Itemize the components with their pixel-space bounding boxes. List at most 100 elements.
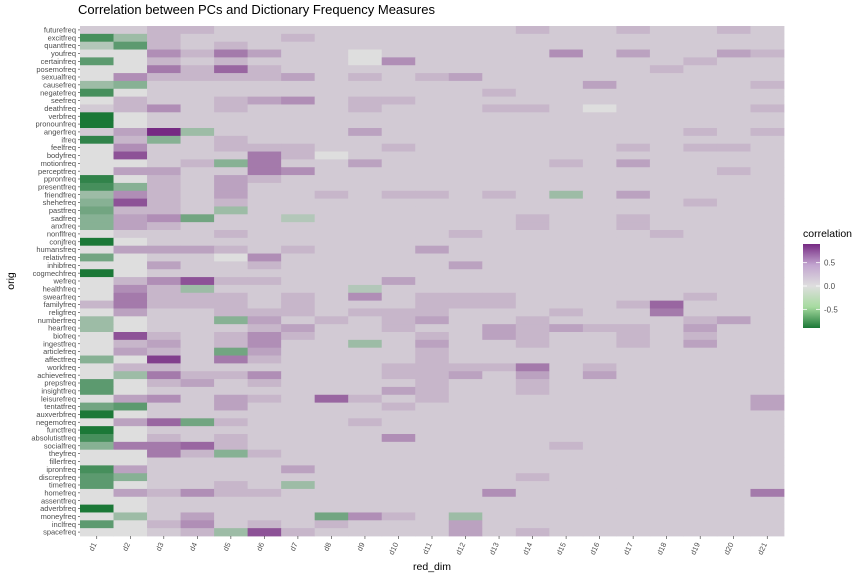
heatmap-cell: [616, 261, 651, 270]
heatmap-cell: [482, 308, 517, 317]
heatmap-cell: [314, 167, 349, 176]
heatmap-cell: [616, 245, 651, 254]
heatmap-cell: [281, 473, 316, 482]
heatmap-cell: [750, 300, 785, 309]
heatmap-cell: [515, 300, 550, 309]
heatmap-cell: [415, 135, 450, 145]
heatmap-cell: [80, 355, 114, 364]
heatmap-cell: [415, 418, 450, 427]
y-tick-label: shehefreq: [43, 198, 76, 207]
heatmap-cell: [482, 394, 517, 404]
heatmap-cell: [582, 449, 617, 458]
heatmap-cell: [314, 371, 349, 380]
heatmap-cell: [683, 26, 718, 35]
heatmap-cell: [348, 49, 383, 58]
heatmap-cell: [616, 363, 651, 372]
heatmap-cell: [281, 481, 316, 490]
heatmap-cell: [147, 253, 181, 262]
heatmap-cell: [348, 457, 383, 466]
heatmap-cell: [214, 88, 249, 98]
heatmap-cell: [113, 230, 148, 239]
heatmap-cell: [515, 386, 550, 396]
heatmap-cell: [214, 261, 249, 270]
heatmap-cell: [649, 324, 684, 333]
heatmap-cell: [415, 57, 450, 66]
heatmap-cell: [616, 182, 651, 192]
heatmap-cell: [381, 465, 416, 474]
heatmap-cell: [649, 308, 684, 317]
heatmap-cell: [750, 277, 785, 286]
heatmap-cell: [348, 206, 383, 215]
heatmap-cell: [415, 394, 450, 404]
heatmap-cell: [214, 308, 249, 317]
heatmap-cell: [348, 26, 383, 35]
heatmap-cell: [247, 426, 282, 435]
heatmap-cell: [314, 128, 349, 137]
heatmap-cell: [348, 496, 383, 506]
heatmap-cell: [649, 175, 684, 184]
heatmap-cell: [415, 488, 450, 498]
heatmap-cell: [381, 73, 416, 82]
heatmap-cell: [515, 49, 550, 58]
heatmap-cell: [582, 386, 617, 396]
heatmap-cell: [147, 386, 181, 396]
heatmap-cell: [750, 253, 785, 262]
heatmap-cell: [683, 316, 718, 325]
heatmap-cell: [314, 143, 349, 152]
heatmap-cell: [448, 434, 483, 443]
heatmap-cell: [147, 308, 181, 317]
heatmap-cell: [147, 363, 181, 372]
heatmap-cell: [448, 300, 483, 309]
heatmap-cell: [381, 120, 416, 129]
heatmap-cell: [348, 347, 383, 356]
heatmap-cell: [214, 237, 249, 247]
heatmap-cell: [281, 206, 316, 215]
heatmap-cell: [649, 441, 684, 451]
heatmap-cell: [281, 120, 316, 129]
heatmap-cell: [214, 214, 249, 223]
heatmap-cell: [683, 245, 718, 254]
heatmap-cell: [750, 410, 785, 419]
heatmap-cell: [616, 237, 651, 247]
heatmap-cell: [214, 253, 249, 262]
heatmap-cell: [180, 65, 215, 74]
heatmap-cell: [281, 347, 316, 356]
heatmap-cell: [582, 269, 617, 278]
heatmap-cell: [515, 96, 550, 105]
heatmap-cell: [80, 457, 114, 466]
heatmap-cell: [582, 504, 617, 513]
heatmap-cell: [649, 182, 684, 192]
heatmap-cell: [147, 57, 181, 66]
heatmap-cell: [482, 418, 517, 427]
heatmap-cell: [549, 182, 584, 192]
heatmap-cell: [381, 426, 416, 435]
heatmap-cell: [549, 300, 584, 309]
heatmap-cell: [180, 128, 215, 137]
heatmap-cell: [381, 159, 416, 168]
heatmap-cell: [448, 284, 483, 294]
heatmap-cell: [549, 441, 584, 451]
heatmap-cell: [716, 135, 751, 145]
heatmap-cell: [482, 198, 517, 207]
heatmap-cell: [415, 292, 450, 302]
heatmap-cell: [515, 277, 550, 286]
heatmap-cell: [247, 167, 282, 176]
heatmap-cell: [314, 347, 349, 356]
heatmap-cell: [515, 175, 550, 184]
heatmap-cell: [683, 151, 718, 160]
heatmap-cell: [113, 151, 148, 160]
heatmap-cell: [281, 394, 316, 404]
heatmap-cell: [649, 347, 684, 356]
heatmap-cell: [549, 65, 584, 74]
heatmap-cell: [448, 277, 483, 286]
heatmap-cell: [448, 379, 483, 388]
heatmap-cell: [582, 57, 617, 66]
heatmap-cell: [549, 465, 584, 474]
heatmap-cell: [180, 473, 215, 482]
heatmap-cell: [147, 198, 181, 207]
heatmap-cell: [415, 206, 450, 215]
heatmap-cell: [750, 504, 785, 513]
heatmap-cell: [314, 363, 349, 372]
heatmap-cell: [448, 104, 483, 113]
heatmap-cell: [214, 488, 249, 498]
